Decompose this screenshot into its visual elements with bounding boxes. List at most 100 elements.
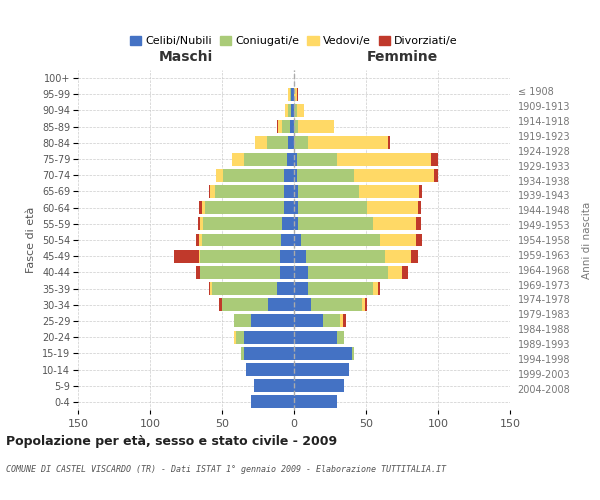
Bar bbox=[294, 104, 297, 117]
Bar bbox=[251, 396, 294, 408]
Bar bbox=[388, 266, 402, 279]
Bar bbox=[297, 88, 298, 101]
Bar bbox=[197, 218, 200, 230]
Bar bbox=[281, 234, 294, 246]
Bar bbox=[305, 250, 385, 262]
Bar bbox=[297, 169, 355, 181]
Bar bbox=[290, 120, 294, 133]
Bar bbox=[294, 136, 308, 149]
Bar bbox=[284, 169, 294, 181]
Bar bbox=[294, 379, 344, 392]
Bar bbox=[373, 218, 416, 230]
Bar bbox=[294, 298, 311, 311]
Bar bbox=[209, 282, 211, 295]
Bar bbox=[215, 185, 284, 198]
Bar bbox=[196, 266, 200, 279]
Bar bbox=[385, 250, 410, 262]
Bar bbox=[294, 282, 308, 295]
Bar bbox=[298, 120, 334, 133]
Bar bbox=[294, 169, 297, 181]
Bar bbox=[410, 250, 418, 262]
Bar bbox=[291, 88, 294, 101]
Bar bbox=[294, 266, 308, 279]
Bar bbox=[280, 266, 294, 279]
Bar bbox=[268, 298, 294, 311]
Legend: Celibi/Nubili, Coniugati/e, Vedovi/e, Divorziati/e: Celibi/Nubili, Coniugati/e, Vedovi/e, Di… bbox=[126, 32, 462, 51]
Bar bbox=[373, 282, 377, 295]
Text: Femmine: Femmine bbox=[367, 50, 437, 64]
Bar bbox=[301, 234, 380, 246]
Bar bbox=[359, 185, 419, 198]
Bar bbox=[244, 347, 294, 360]
Bar bbox=[352, 347, 355, 360]
Y-axis label: Fasce di età: Fasce di età bbox=[26, 207, 37, 273]
Bar bbox=[266, 136, 288, 149]
Bar bbox=[294, 185, 298, 198]
Bar bbox=[297, 152, 337, 166]
Bar bbox=[337, 152, 431, 166]
Bar bbox=[416, 234, 422, 246]
Bar bbox=[294, 314, 323, 328]
Bar bbox=[236, 330, 244, 344]
Bar bbox=[199, 201, 202, 214]
Bar bbox=[288, 136, 294, 149]
Bar bbox=[419, 185, 422, 198]
Bar bbox=[211, 185, 215, 198]
Bar bbox=[367, 201, 418, 214]
Bar bbox=[284, 201, 294, 214]
Bar bbox=[308, 136, 388, 149]
Bar bbox=[241, 347, 244, 360]
Bar bbox=[343, 314, 346, 328]
Bar bbox=[291, 104, 294, 117]
Bar bbox=[223, 169, 284, 181]
Bar bbox=[431, 152, 438, 166]
Bar bbox=[337, 330, 344, 344]
Bar bbox=[199, 234, 202, 246]
Bar bbox=[222, 298, 268, 311]
Bar bbox=[175, 250, 199, 262]
Bar bbox=[209, 185, 211, 198]
Bar bbox=[196, 234, 199, 246]
Bar bbox=[233, 314, 251, 328]
Bar bbox=[434, 169, 438, 181]
Bar bbox=[290, 88, 291, 101]
Bar bbox=[294, 347, 352, 360]
Bar bbox=[200, 218, 203, 230]
Bar bbox=[418, 201, 421, 214]
Bar bbox=[202, 201, 205, 214]
Text: Popolazione per età, sesso e stato civile - 2009: Popolazione per età, sesso e stato civil… bbox=[6, 435, 337, 448]
Bar bbox=[294, 152, 297, 166]
Bar bbox=[308, 282, 373, 295]
Bar bbox=[255, 136, 266, 149]
Bar bbox=[200, 250, 280, 262]
Bar bbox=[294, 250, 305, 262]
Bar bbox=[380, 234, 416, 246]
Bar bbox=[212, 282, 277, 295]
Bar bbox=[244, 330, 294, 344]
Bar bbox=[298, 201, 367, 214]
Bar bbox=[294, 330, 337, 344]
Bar bbox=[216, 169, 223, 181]
Bar bbox=[294, 201, 298, 214]
Bar bbox=[298, 185, 359, 198]
Bar bbox=[200, 266, 280, 279]
Bar bbox=[247, 363, 294, 376]
Bar bbox=[416, 218, 421, 230]
Bar bbox=[288, 104, 291, 117]
Bar bbox=[251, 314, 294, 328]
Bar bbox=[340, 314, 343, 328]
Bar bbox=[311, 298, 362, 311]
Bar bbox=[365, 298, 367, 311]
Bar bbox=[286, 104, 288, 117]
Bar bbox=[205, 201, 284, 214]
Bar bbox=[294, 88, 297, 101]
Bar bbox=[294, 363, 349, 376]
Bar bbox=[244, 152, 287, 166]
Bar bbox=[283, 218, 294, 230]
Bar bbox=[287, 152, 294, 166]
Y-axis label: Anni di nascita: Anni di nascita bbox=[581, 202, 592, 278]
Bar bbox=[323, 314, 340, 328]
Bar bbox=[402, 266, 408, 279]
Bar bbox=[254, 379, 294, 392]
Text: COMUNE DI CASTEL VISCARDO (TR) - Dati ISTAT 1° gennaio 2009 - Elaborazione TUTTI: COMUNE DI CASTEL VISCARDO (TR) - Dati IS… bbox=[6, 465, 446, 474]
